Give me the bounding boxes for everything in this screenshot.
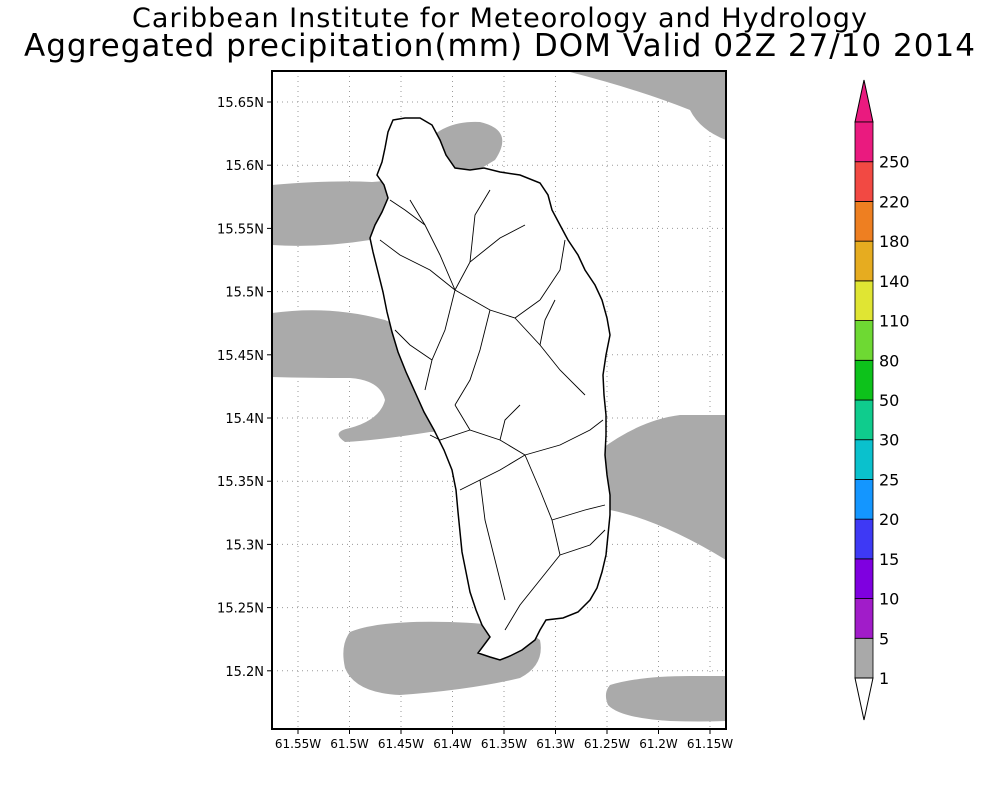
colorbar-segment xyxy=(854,479,874,520)
colorbar-label: 10 xyxy=(879,590,899,609)
boundary-line xyxy=(504,554,561,631)
colorbar-segment xyxy=(854,240,874,282)
boundary-line xyxy=(479,479,506,601)
map-frame xyxy=(271,70,727,730)
lon-tick-label: 61.55W xyxy=(275,737,321,751)
lon-tick-label: 61.25W xyxy=(584,737,630,751)
boundary-line xyxy=(409,199,456,291)
lat-tick-label: 15.65N xyxy=(217,96,264,111)
lat-tick-label: 15.25N xyxy=(217,602,264,617)
lon-tick-label: 61.5W xyxy=(330,737,369,751)
dominica-coastline xyxy=(369,117,611,661)
colorbar-label: 20 xyxy=(879,510,899,529)
colorbar-segment xyxy=(854,359,874,401)
boundary-line xyxy=(379,239,456,291)
boundary-line xyxy=(389,199,426,226)
boundary-line xyxy=(524,419,604,456)
boundary-line xyxy=(459,454,526,491)
colorbar-label: 1 xyxy=(879,669,889,688)
colorbar-label: 180 xyxy=(879,232,910,251)
colorbar-segment xyxy=(854,399,874,441)
boundary-line xyxy=(454,224,526,291)
lat-tick-label: 15.3N xyxy=(225,538,264,553)
boundary-line xyxy=(514,317,586,396)
colorbar-label: 220 xyxy=(879,192,910,211)
colorbar-label: 80 xyxy=(879,351,899,370)
lon-tick-label: 61.3W xyxy=(536,737,575,751)
boundary-line xyxy=(424,289,456,391)
map-subtitle: Aggregated precipitation(mm) DOM Valid 0… xyxy=(24,28,976,64)
colorbar-segment xyxy=(854,121,874,163)
parish-boundaries xyxy=(379,189,606,631)
colorbar-segment xyxy=(854,518,874,560)
dominica-island xyxy=(369,117,611,661)
colorbar-segment xyxy=(854,280,874,321)
colorbar-label: 250 xyxy=(879,153,910,172)
lon-tick-label: 61.45W xyxy=(378,737,424,751)
lon-tick-label: 61.15W xyxy=(687,737,733,751)
colorbar-label: 15 xyxy=(879,550,899,569)
colorbar-label: 5 xyxy=(879,629,889,648)
boundary-line xyxy=(429,429,471,441)
colorbar-segment xyxy=(854,558,874,599)
colorbar-bottom-arrow xyxy=(854,677,874,721)
colorbar-segment xyxy=(854,161,874,202)
boundary-line xyxy=(499,404,521,441)
boundary-line xyxy=(539,299,556,346)
lat-tick-label: 15.55N xyxy=(217,222,264,237)
colorbar-label: 110 xyxy=(879,312,910,331)
lat-tick-label: 15.2N xyxy=(225,665,264,680)
lon-tick-label: 61.35W xyxy=(481,737,527,751)
colorbar-label: 50 xyxy=(879,391,899,410)
colorbar-segment xyxy=(854,598,874,639)
longitude-labels: 61.55W 61.5W 61.45W 61.4W 61.35W 61.3W 61.25W 6… xyxy=(275,729,733,751)
boundary-line xyxy=(524,454,561,556)
boundary-line xyxy=(454,309,491,406)
boundary-line xyxy=(454,404,526,456)
colorbar-label: 140 xyxy=(879,272,910,291)
precip-area-se xyxy=(605,676,726,722)
boundary-line xyxy=(454,289,541,319)
boundary-line xyxy=(539,239,566,301)
lon-tick-label: 61.4W xyxy=(433,737,472,751)
lat-tick-label: 15.6N xyxy=(225,159,264,174)
lon-tick-label: 61.2W xyxy=(639,737,678,751)
lat-tick-label: 15.4N xyxy=(225,412,264,427)
lat-tick-label: 15.5N xyxy=(225,286,264,301)
map-title: Caribbean Institute for Meteorology and … xyxy=(132,3,868,34)
colorbar-segment xyxy=(854,201,874,242)
colorbar-segment xyxy=(854,439,874,480)
colorbar-segment xyxy=(854,637,874,679)
colorbar-segment xyxy=(854,320,874,361)
precip-area-ne xyxy=(560,71,726,140)
colorbar-label: 25 xyxy=(879,470,899,489)
lat-tick-label: 15.45N xyxy=(217,349,264,364)
colorbar-label: 30 xyxy=(879,431,899,450)
colorbar-top-arrow xyxy=(854,79,874,123)
boundary-line xyxy=(551,504,606,521)
latitude-labels: 15.65N 15.6N 15.55N 15.5N 15.45N 15.4N 15.35N 1… xyxy=(217,96,272,680)
boundary-line xyxy=(559,529,606,556)
boundary-line xyxy=(394,329,433,361)
lat-tick-label: 15.35N xyxy=(217,475,264,490)
boundary-line xyxy=(469,189,491,263)
